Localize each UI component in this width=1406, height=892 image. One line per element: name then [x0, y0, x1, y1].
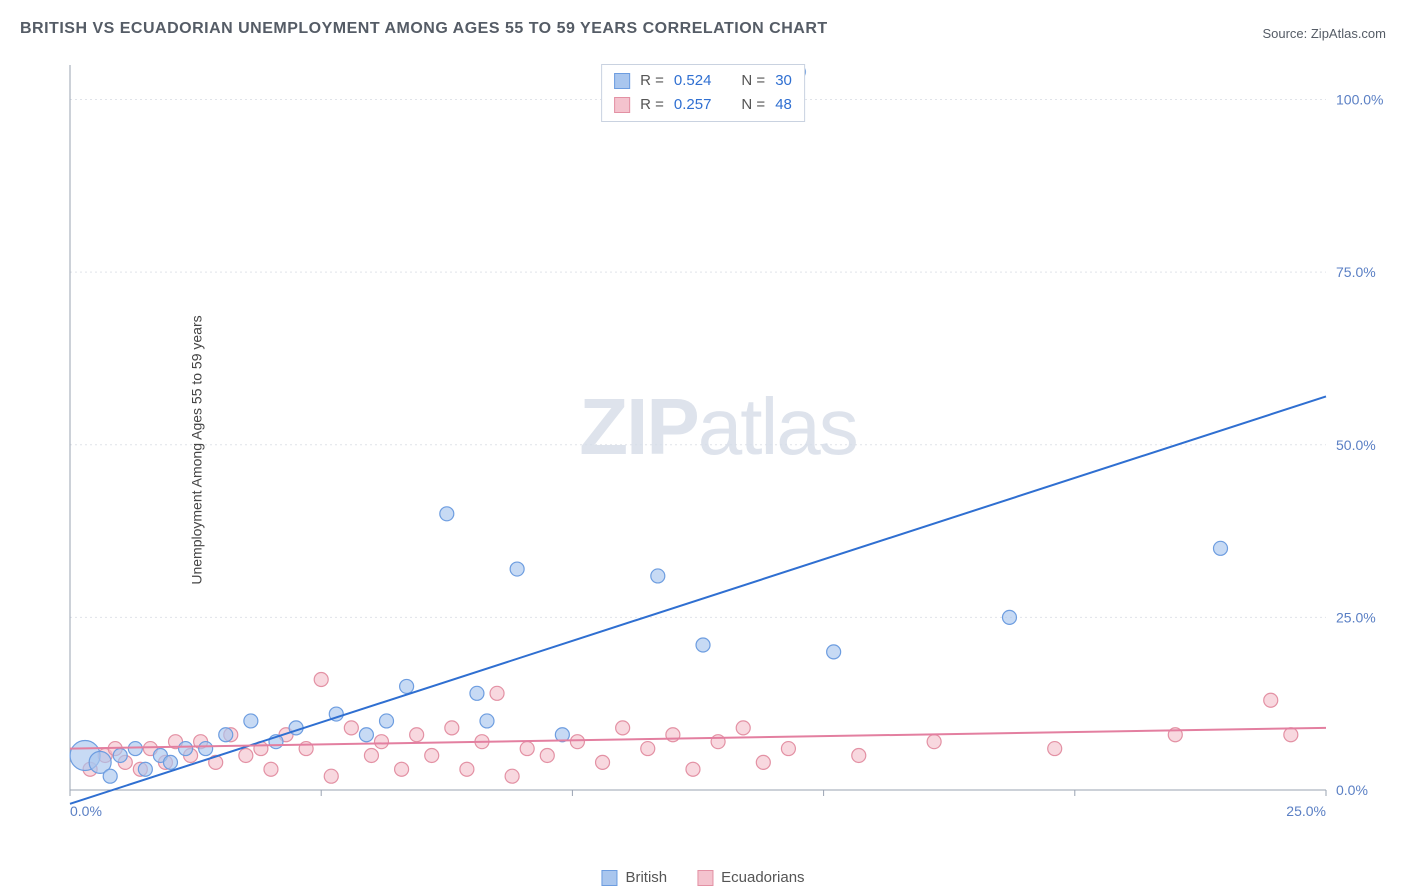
svg-text:75.0%: 75.0% — [1336, 264, 1376, 280]
stats-row-ecuadorians: R = 0.257 N = 48 — [614, 93, 792, 117]
svg-text:100.0%: 100.0% — [1336, 92, 1383, 108]
r-label: R = — [640, 93, 664, 117]
r-value-ecuadorians: 0.257 — [674, 93, 712, 117]
legend-label-ecuadorians: Ecuadorians — [721, 869, 804, 886]
legend-label-british: British — [625, 869, 667, 886]
y-axis-label: Unemployment Among Ages 55 to 59 years — [189, 315, 205, 584]
chart-svg: 0.0% 25.0% 50.0% 75.0% 100.0% 0.0% 25.0% — [50, 60, 1386, 840]
source-name: ZipAtlas.com — [1311, 26, 1386, 41]
stats-legend-box: R = 0.524 N = 30 R = 0.257 N = 48 — [601, 64, 805, 122]
n-label: N = — [741, 93, 765, 117]
bottom-legend: British Ecuadorians — [601, 869, 804, 886]
source-attribution: Source: ZipAtlas.com — [1262, 26, 1386, 41]
swatch-british — [614, 73, 630, 89]
legend-item-ecuadorians: Ecuadorians — [697, 869, 804, 886]
n-label: N = — [741, 69, 765, 93]
chart-plot-area: Unemployment Among Ages 55 to 59 years 0… — [50, 60, 1386, 840]
svg-text:0.0%: 0.0% — [1336, 782, 1368, 798]
svg-text:50.0%: 50.0% — [1336, 437, 1376, 453]
n-value-ecuadorians: 48 — [775, 93, 792, 117]
stats-row-british: R = 0.524 N = 30 — [614, 69, 792, 93]
r-value-british: 0.524 — [674, 69, 712, 93]
legend-swatch-ecuadorians — [697, 870, 713, 886]
svg-text:25.0%: 25.0% — [1286, 803, 1326, 819]
chart-title: BRITISH VS ECUADORIAN UNEMPLOYMENT AMONG… — [20, 20, 828, 38]
source-prefix: Source: — [1262, 26, 1310, 41]
swatch-ecuadorians — [614, 97, 630, 113]
svg-text:25.0%: 25.0% — [1336, 609, 1376, 625]
legend-item-british: British — [601, 869, 667, 886]
svg-text:0.0%: 0.0% — [70, 803, 102, 819]
n-value-british: 30 — [775, 69, 792, 93]
legend-swatch-british — [601, 870, 617, 886]
r-label: R = — [640, 69, 664, 93]
